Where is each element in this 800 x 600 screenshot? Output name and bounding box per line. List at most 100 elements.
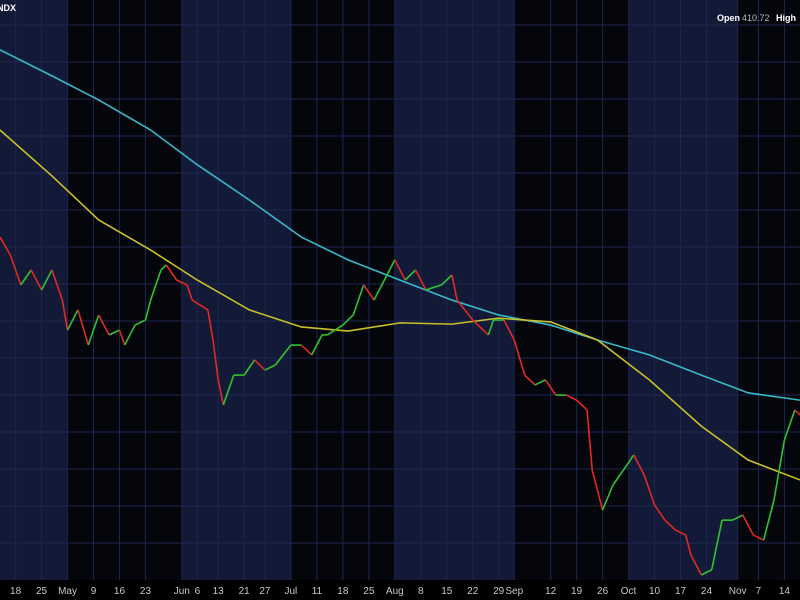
price-segment bbox=[576, 399, 588, 411]
price-segment bbox=[186, 284, 193, 301]
price-segment bbox=[352, 284, 365, 316]
x-tick-label: Sep bbox=[505, 586, 523, 597]
x-tick-label: 10 bbox=[649, 586, 661, 597]
price-segment bbox=[425, 284, 442, 291]
price-segment bbox=[149, 269, 162, 301]
price-segment bbox=[643, 474, 656, 506]
price-segment bbox=[752, 534, 764, 541]
price-segment bbox=[612, 469, 625, 486]
x-tick-label: 26 bbox=[597, 586, 609, 597]
price-segment bbox=[217, 379, 225, 406]
price-segment bbox=[51, 269, 64, 301]
x-tick-label: 22 bbox=[467, 586, 479, 597]
month-band bbox=[181, 0, 291, 580]
price-segment bbox=[87, 314, 100, 346]
x-tick-label: 8 bbox=[418, 586, 424, 597]
grid: 18 25 May 9 16 23 Jun 6 13 21 27 Jul 11 18 25 Aug 8 15 22 2… bbox=[10, 0, 790, 597]
price-segment bbox=[176, 279, 188, 286]
x-tick-label: 15 bbox=[441, 586, 453, 597]
price-segment bbox=[66, 309, 79, 331]
x-tick-label: 27 bbox=[259, 586, 271, 597]
x-tick-label: Aug bbox=[386, 586, 404, 597]
price-segment bbox=[300, 344, 313, 356]
price-segment bbox=[97, 314, 110, 336]
price-segment bbox=[716, 519, 723, 546]
price-segment bbox=[700, 569, 713, 576]
background bbox=[0, 0, 800, 580]
price-segment bbox=[77, 309, 90, 346]
price-segment bbox=[472, 319, 489, 336]
price-segment bbox=[144, 299, 152, 321]
x-tick-label: 7 bbox=[756, 586, 762, 597]
price-segment bbox=[451, 274, 458, 301]
price-segment bbox=[388, 259, 396, 271]
price-segment bbox=[622, 454, 635, 471]
price-segment bbox=[61, 299, 69, 331]
price-segment bbox=[362, 284, 375, 301]
price-segment bbox=[674, 529, 687, 536]
price-segment bbox=[762, 499, 775, 541]
price-segment bbox=[264, 364, 276, 371]
price-segment bbox=[9, 254, 22, 286]
price-segment bbox=[633, 454, 645, 476]
high-label: High bbox=[776, 13, 796, 23]
price-segment bbox=[118, 329, 126, 346]
x-tick-label: 25 bbox=[363, 586, 375, 597]
price-segment bbox=[565, 394, 577, 401]
x-tick-label: May bbox=[58, 586, 77, 597]
price-segment bbox=[123, 324, 136, 346]
price-segment bbox=[0, 236, 12, 256]
price-segment bbox=[586, 409, 594, 471]
price-segment bbox=[513, 339, 526, 376]
price-segment bbox=[160, 264, 167, 271]
price-segment bbox=[212, 339, 219, 380]
price-segment bbox=[503, 319, 515, 341]
price-segment bbox=[207, 309, 214, 341]
x-tick-label: 25 bbox=[36, 586, 48, 597]
x-tick-label: 12 bbox=[545, 586, 557, 597]
price-segment bbox=[664, 519, 676, 531]
price-segment bbox=[456, 299, 474, 321]
price-segment bbox=[601, 484, 614, 511]
x-tick-label: 14 bbox=[779, 586, 791, 597]
price-segment bbox=[441, 274, 453, 286]
price-segment bbox=[134, 319, 146, 326]
month-band bbox=[0, 0, 68, 580]
price-segment bbox=[108, 329, 120, 336]
price-segment bbox=[742, 514, 754, 536]
x-tick-label: 18 bbox=[10, 586, 22, 597]
x-tick-label: 6 bbox=[195, 586, 201, 597]
price-segment bbox=[253, 359, 266, 371]
price-segment bbox=[773, 439, 786, 501]
price-segment bbox=[732, 514, 744, 521]
x-tick-label: 16 bbox=[114, 586, 126, 597]
x-tick-label: 11 bbox=[312, 586, 323, 597]
price-segment bbox=[191, 299, 209, 311]
price-segment bbox=[783, 409, 796, 441]
price-segment bbox=[40, 269, 53, 291]
price-segment bbox=[274, 344, 292, 366]
x-tick-label: 21 bbox=[239, 586, 251, 597]
month-band bbox=[628, 0, 738, 580]
x-tick-label: 19 bbox=[571, 586, 583, 597]
price-segment bbox=[394, 259, 406, 281]
price-segment bbox=[165, 264, 178, 281]
price-segment bbox=[222, 374, 235, 406]
price-segment bbox=[404, 269, 417, 281]
price-segment bbox=[684, 534, 692, 556]
price-segment bbox=[30, 269, 43, 291]
x-tick-label: Jun bbox=[174, 586, 190, 597]
price-segment bbox=[794, 409, 800, 416]
price-segment bbox=[487, 319, 495, 336]
price-segment bbox=[414, 269, 427, 291]
x-tick-label: 24 bbox=[701, 586, 713, 597]
open-label: Open bbox=[717, 13, 740, 23]
x-tick-label: 9 bbox=[91, 586, 97, 597]
moving-average bbox=[0, 49, 800, 401]
price-segment bbox=[373, 269, 391, 301]
x-tick-label: 17 bbox=[675, 586, 687, 597]
price-segment bbox=[524, 374, 536, 386]
price-segment bbox=[710, 544, 718, 571]
price-segment bbox=[534, 379, 546, 386]
